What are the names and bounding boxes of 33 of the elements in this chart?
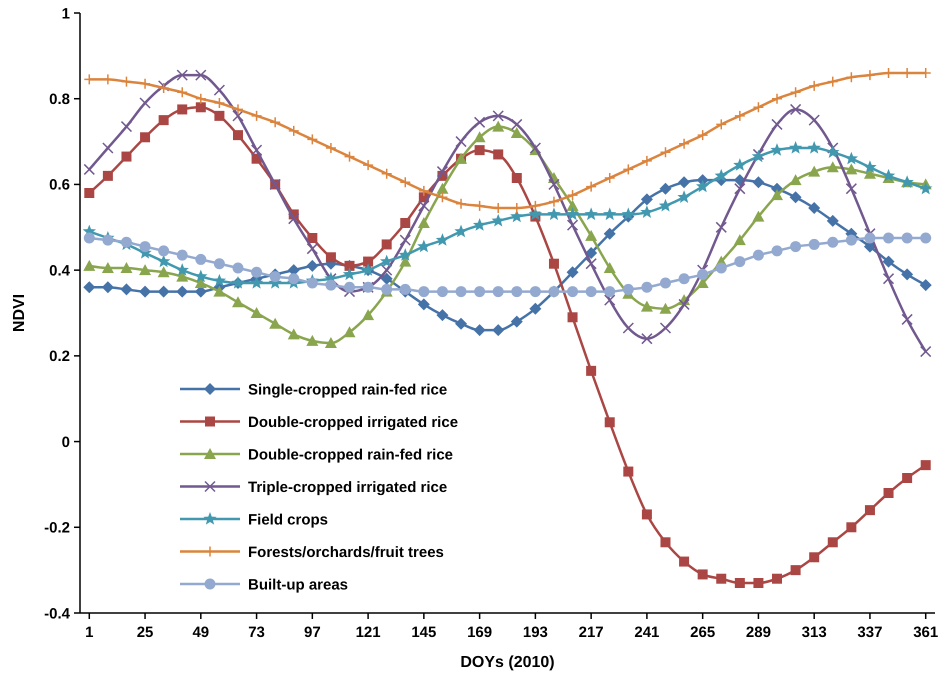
- x-tick-label: 193: [522, 624, 548, 641]
- x-tick-label: 145: [411, 624, 436, 641]
- y-tick-label: 0.4: [49, 262, 71, 280]
- legend-label: Field crops: [248, 511, 328, 528]
- legend-label: Built-up areas: [248, 576, 348, 594]
- x-axis-title: DOYs (2010): [460, 654, 555, 671]
- x-tick-label: 1: [85, 624, 94, 641]
- x-tick-label: 313: [802, 624, 827, 641]
- y-tick-label: -0.4: [44, 605, 71, 622]
- y-tick-label: -0.2: [44, 520, 70, 537]
- y-tick-label: 1: [62, 5, 70, 22]
- x-tick-label: 265: [690, 624, 716, 641]
- x-tick-label: 25: [136, 624, 154, 641]
- legend-label: Single-cropped rain-fed rice: [248, 381, 448, 398]
- y-tick-label: 0.2: [49, 348, 70, 366]
- y-tick-label: 0.6: [49, 176, 70, 194]
- y-tick-label: 0: [62, 434, 70, 451]
- x-tick-label: 361: [913, 624, 938, 641]
- x-tick-label: 73: [248, 624, 265, 641]
- x-tick-label: 337: [857, 624, 882, 641]
- legend-label: Double-cropped irrigated rice: [248, 414, 458, 431]
- x-tick-label: 169: [467, 624, 492, 641]
- x-tick-label: 289: [746, 624, 771, 641]
- x-tick-label: 49: [192, 624, 210, 641]
- x-tick-label: 241: [634, 624, 660, 641]
- y-tick-label: 0.8: [49, 90, 70, 108]
- legend-label: Triple-cropped irrigated rice: [248, 478, 448, 496]
- legend-label: Forests/orchards/fruit trees: [248, 544, 444, 561]
- legend-label: Double-cropped rain-fed rice: [248, 446, 454, 464]
- x-tick-label: 217: [578, 624, 604, 641]
- x-tick-label: 97: [304, 624, 321, 641]
- x-tick-label: 121: [356, 624, 381, 641]
- y-axis-title: NDVI: [11, 294, 28, 332]
